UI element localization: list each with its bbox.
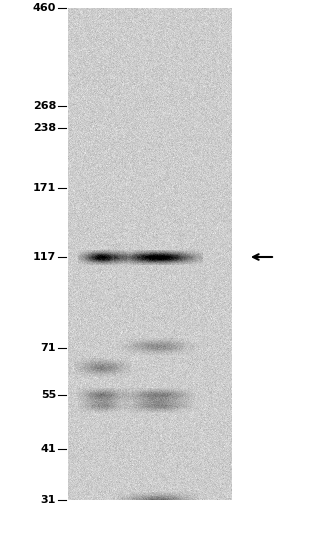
Text: 55: 55 [41, 390, 56, 400]
Text: 238: 238 [33, 123, 56, 133]
Text: 41: 41 [40, 444, 56, 454]
Text: 31: 31 [41, 495, 56, 505]
Text: 117: 117 [33, 252, 56, 262]
Text: 171: 171 [33, 183, 56, 193]
Text: 71: 71 [41, 343, 56, 353]
Text: 460: 460 [33, 3, 56, 13]
Text: 268: 268 [33, 101, 56, 111]
